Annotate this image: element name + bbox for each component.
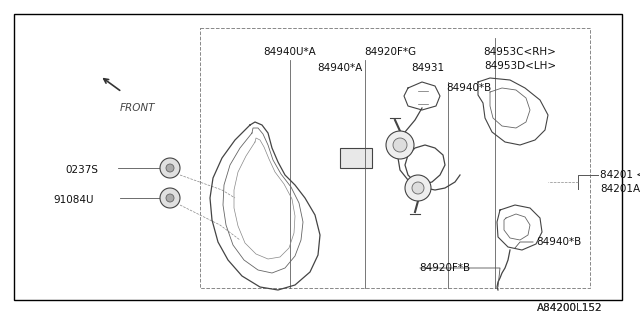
Bar [340,148,372,168]
Text: 84940*B: 84940*B [446,83,492,93]
Text: A84200L152: A84200L152 [537,303,603,313]
Circle shape [405,175,431,201]
Circle shape [160,188,180,208]
Text: 84920F*G: 84920F*G [364,47,416,57]
Text: 84953C<RH>: 84953C<RH> [484,47,556,57]
Bar [200,28,590,288]
Text: 84940U*A: 84940U*A [264,47,316,57]
Bar [14,14,622,300]
Text: A84200L152: A84200L152 [537,303,603,313]
Text: 84953D<LH>: 84953D<LH> [484,61,556,71]
Circle shape [393,138,407,152]
Text: 84940*A: 84940*A [317,63,363,73]
Circle shape [166,164,174,172]
Text: 84920F*B: 84920F*B [419,263,470,273]
Text: 84940*B: 84940*B [536,237,581,247]
Text: 0237S: 0237S [65,165,99,175]
Text: 84201 <RH>: 84201 <RH> [600,170,640,180]
Circle shape [412,182,424,194]
Text: FRONT: FRONT [120,103,156,113]
Text: 84931: 84931 [412,63,445,73]
Text: 84201A<LH>: 84201A<LH> [600,184,640,194]
Circle shape [386,131,414,159]
Text: 91084U: 91084U [54,195,94,205]
Circle shape [166,194,174,202]
Circle shape [160,158,180,178]
